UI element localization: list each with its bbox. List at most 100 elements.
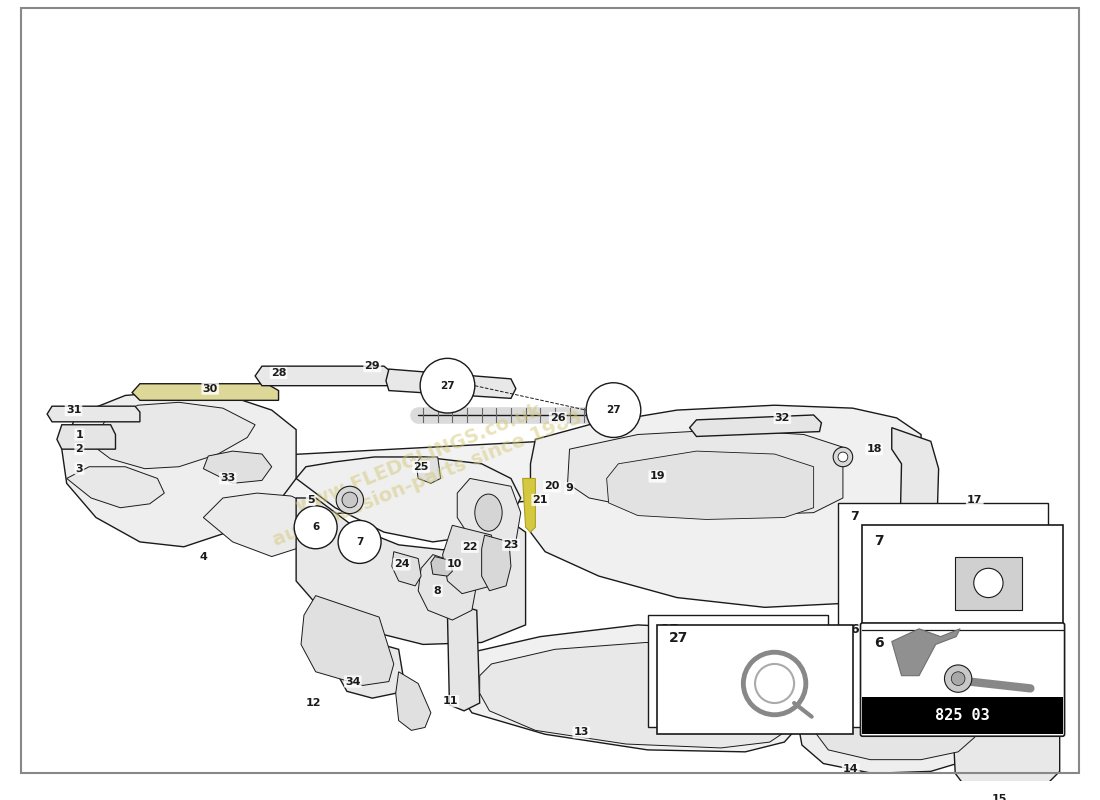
Polygon shape bbox=[396, 672, 431, 730]
Text: 18: 18 bbox=[867, 444, 882, 454]
Text: 34: 34 bbox=[345, 677, 361, 686]
Polygon shape bbox=[892, 629, 960, 676]
Circle shape bbox=[933, 558, 960, 586]
Bar bbox=[862, 697, 1063, 734]
Polygon shape bbox=[416, 457, 441, 483]
Text: 1: 1 bbox=[76, 430, 84, 439]
Polygon shape bbox=[458, 625, 804, 752]
Text: 33: 33 bbox=[220, 474, 235, 483]
Bar bbox=[648, 615, 828, 727]
Polygon shape bbox=[392, 552, 421, 586]
Polygon shape bbox=[418, 554, 476, 620]
Text: 3: 3 bbox=[76, 464, 84, 474]
Circle shape bbox=[742, 654, 778, 688]
Text: 16: 16 bbox=[967, 602, 982, 612]
Circle shape bbox=[952, 672, 965, 686]
Polygon shape bbox=[204, 493, 316, 557]
Polygon shape bbox=[337, 642, 404, 698]
Text: 12: 12 bbox=[306, 698, 321, 708]
Polygon shape bbox=[953, 623, 1059, 800]
Bar bbox=[955, 557, 1022, 610]
Text: 27: 27 bbox=[606, 405, 620, 415]
Polygon shape bbox=[47, 406, 140, 422]
Bar bbox=[862, 526, 1063, 734]
Circle shape bbox=[838, 452, 848, 462]
Ellipse shape bbox=[475, 494, 503, 531]
Polygon shape bbox=[530, 406, 921, 607]
Polygon shape bbox=[480, 642, 789, 748]
Polygon shape bbox=[296, 457, 520, 542]
Text: 22: 22 bbox=[462, 542, 477, 552]
Polygon shape bbox=[442, 526, 496, 594]
Polygon shape bbox=[62, 390, 296, 546]
Circle shape bbox=[974, 568, 1003, 598]
Text: 7: 7 bbox=[874, 534, 883, 548]
Polygon shape bbox=[57, 425, 116, 449]
Polygon shape bbox=[812, 633, 975, 760]
Text: 2: 2 bbox=[76, 444, 84, 454]
Text: 27: 27 bbox=[440, 381, 454, 390]
Text: 27: 27 bbox=[661, 622, 679, 636]
Text: 6: 6 bbox=[874, 636, 883, 650]
Text: 30: 30 bbox=[202, 384, 218, 394]
Polygon shape bbox=[255, 366, 394, 386]
Bar bbox=[916, 546, 977, 598]
Text: 7: 7 bbox=[850, 510, 858, 523]
Text: 29: 29 bbox=[364, 361, 381, 371]
Text: 9: 9 bbox=[565, 483, 573, 494]
Bar bbox=[658, 625, 852, 734]
Circle shape bbox=[730, 642, 789, 700]
Text: 31: 31 bbox=[66, 405, 81, 415]
Text: 32: 32 bbox=[774, 413, 790, 423]
Circle shape bbox=[338, 521, 381, 563]
Circle shape bbox=[420, 358, 475, 413]
Polygon shape bbox=[896, 535, 968, 620]
Polygon shape bbox=[111, 410, 862, 522]
Polygon shape bbox=[482, 535, 510, 590]
Text: 27: 27 bbox=[669, 631, 689, 646]
Text: 13: 13 bbox=[573, 727, 588, 738]
Circle shape bbox=[337, 486, 363, 514]
Polygon shape bbox=[296, 498, 526, 645]
Text: 7: 7 bbox=[356, 537, 363, 547]
Circle shape bbox=[744, 652, 806, 714]
Text: 6: 6 bbox=[312, 522, 319, 532]
Text: www.FLEDGLINGS.co.uk
auto-passion-parts since 1983: www.FLEDGLINGS.co.uk auto-passion-parts … bbox=[262, 387, 585, 550]
Text: 6: 6 bbox=[850, 622, 858, 636]
Text: 17: 17 bbox=[967, 495, 982, 505]
Text: 25: 25 bbox=[414, 462, 429, 472]
Polygon shape bbox=[794, 620, 988, 774]
Circle shape bbox=[294, 506, 337, 549]
Polygon shape bbox=[386, 369, 516, 398]
Text: 4: 4 bbox=[199, 551, 207, 562]
Text: 20: 20 bbox=[544, 482, 560, 491]
Text: 28: 28 bbox=[271, 368, 286, 378]
Polygon shape bbox=[67, 466, 164, 508]
Circle shape bbox=[833, 447, 853, 466]
Polygon shape bbox=[862, 428, 938, 607]
Polygon shape bbox=[301, 596, 394, 686]
Polygon shape bbox=[91, 402, 255, 469]
Bar bbox=[838, 503, 1048, 727]
Text: 10: 10 bbox=[447, 559, 462, 570]
FancyBboxPatch shape bbox=[860, 623, 1065, 736]
Polygon shape bbox=[568, 430, 843, 515]
Polygon shape bbox=[448, 603, 480, 711]
Polygon shape bbox=[522, 478, 536, 532]
Text: 11: 11 bbox=[442, 696, 459, 706]
Polygon shape bbox=[132, 384, 278, 400]
Circle shape bbox=[902, 639, 914, 651]
Circle shape bbox=[945, 665, 971, 692]
Text: 24: 24 bbox=[394, 559, 409, 570]
Text: 5: 5 bbox=[307, 495, 315, 505]
Circle shape bbox=[896, 634, 920, 657]
Text: 23: 23 bbox=[504, 540, 518, 550]
Circle shape bbox=[586, 382, 641, 438]
Polygon shape bbox=[431, 557, 452, 576]
Text: 825 03: 825 03 bbox=[935, 708, 990, 723]
Text: 8: 8 bbox=[433, 586, 441, 596]
Text: 15: 15 bbox=[991, 794, 1006, 800]
Text: 21: 21 bbox=[532, 495, 548, 505]
Text: 14: 14 bbox=[843, 765, 859, 774]
Text: 19: 19 bbox=[650, 471, 666, 482]
